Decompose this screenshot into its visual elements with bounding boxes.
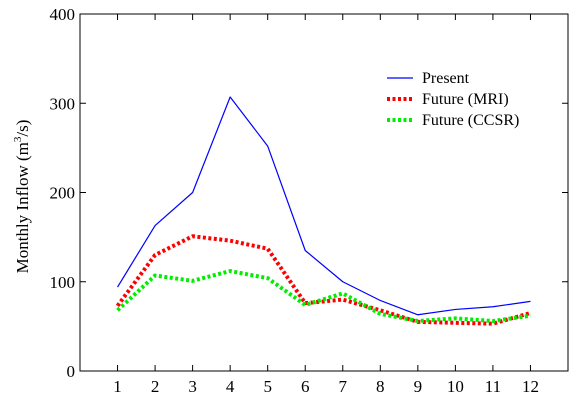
legend: Present Future (MRI) Future (CCSR): [387, 70, 519, 129]
x-tick-label: 3: [188, 377, 197, 396]
y-tick-label: 400: [50, 5, 76, 24]
y-tick-label: 100: [50, 273, 76, 292]
x-tick-label: 7: [339, 377, 348, 396]
x-tick-label: 12: [522, 377, 539, 396]
y-axis-title: Monthly Inflow (m3/s): [12, 120, 32, 274]
y-axis-title-unit: /s): [13, 120, 32, 137]
plot-area: [79, 13, 569, 372]
x-tick-label: 9: [414, 377, 423, 396]
series-lines: [115, 96, 532, 326]
legend-label: Future (MRI): [422, 91, 509, 108]
legend-label: Present: [422, 70, 470, 87]
y-axis-title-superscript: 3: [12, 136, 24, 142]
x-tick-label: 5: [263, 377, 272, 396]
y-tick-label: 0: [67, 362, 76, 381]
x-tick-label: 6: [301, 377, 310, 396]
x-tick-label: 11: [485, 377, 501, 396]
x-tick-label: 2: [151, 377, 160, 396]
y-tick-label: 300: [50, 94, 76, 113]
x-tick-label: 10: [447, 377, 464, 396]
y-axis: 0 100 200 300 400: [50, 5, 568, 381]
x-tick-label: 1: [113, 377, 122, 396]
x-tick-label: 8: [376, 377, 385, 396]
series-line-future-mri: [115, 234, 532, 326]
y-axis-title-main: Monthly Inflow (m: [13, 142, 32, 273]
y-tick-label: 200: [50, 184, 76, 203]
x-tick-label: 4: [226, 377, 235, 396]
plot-border: [79, 13, 569, 372]
series-line-present: [117, 96, 531, 316]
series-line-future-ccsr: [116, 269, 531, 324]
legend-label: Future (CCSR): [422, 112, 519, 129]
x-axis: 1 2 3 4 5 6 7 8 9 10 11 12: [113, 14, 539, 396]
